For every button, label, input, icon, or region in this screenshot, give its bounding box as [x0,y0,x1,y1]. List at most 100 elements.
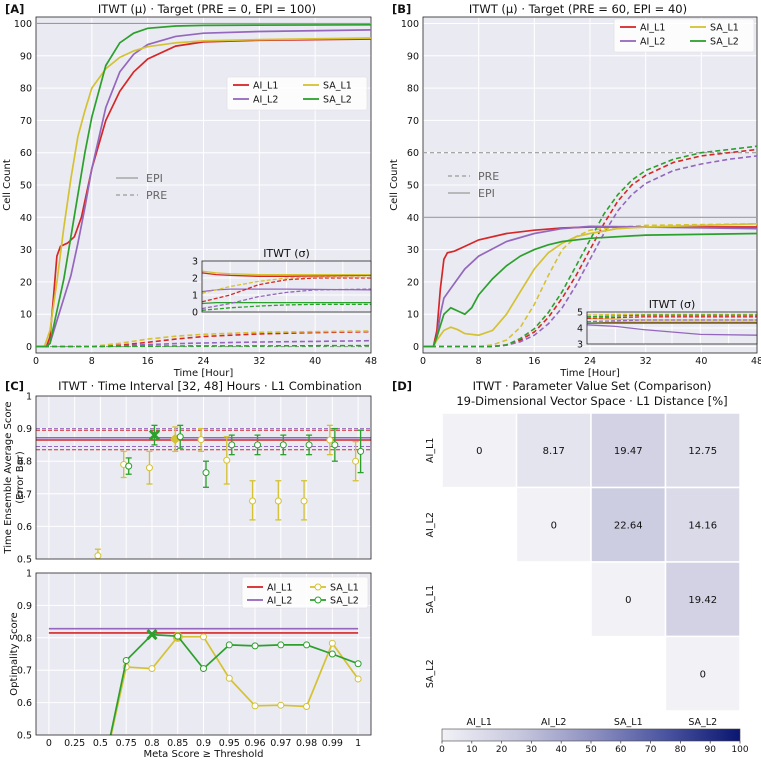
heatmap-cell [590,486,667,563]
colorbar-tick-label: 60 [615,745,627,755]
pre-series-sa_l2 [36,344,372,348]
point-sa_l2 [176,433,184,441]
heatmap-cell-value: 12.75 [688,446,717,457]
cbot-y-tick-label: 0.6 [17,698,32,709]
legend-label-epi: EPI [478,187,495,200]
panel-A-y-tick-label: 50 [20,181,32,192]
heatmap-cell-value: 0 [551,520,557,531]
panel-B-y-tick-label: 80 [407,84,419,95]
ctop-y-tick-label: 0.8 [17,457,32,468]
point-sa_l1 [94,552,102,559]
point-sa_l1 [249,497,257,505]
legend-label-ai_l2: AI_L2 [640,37,665,48]
cbot-legend-label-sa_l2: SA_L2 [330,596,359,607]
point-sa_l1 [148,665,156,673]
panel-B-x-tick-label: 8 [476,356,482,367]
cbot-x-tick-label: 0.95 [219,738,240,749]
cbot-x-tick-label: 0.99 [322,738,343,749]
cbot-x-tick-label: 0.8 [144,738,159,749]
legend-label-sa_l1: SA_L1 [710,23,739,34]
heatmap-cell-value: 19.47 [614,446,643,457]
x-axis-label: Time [Hour] [559,368,620,379]
point-sa_l2 [303,641,311,649]
panel-B-y-tick-label: 10 [407,310,419,321]
panel-B-y-tick-label: 30 [407,245,419,256]
point-sa_l1 [303,702,311,710]
legend-label-ai_l1: AI_L1 [640,23,665,34]
cbot-x-tick-label: 0.75 [116,738,137,749]
point-sa_l2 [202,469,210,477]
point-sa_l1 [223,456,231,464]
panel-A-x-tick-label: 32 [253,356,265,367]
inset-y-tick-label: 3 [192,257,198,268]
cbot-legend-label-ai_l1: AI_L1 [267,583,292,594]
heatmap-cell [590,561,667,638]
point-sa_l2 [125,462,133,470]
inset-y-tick-label: 1 [192,291,198,302]
cbot-x-tick-label: 0.96 [244,738,265,749]
legend-label-ai_l1: AI_L1 [253,81,278,92]
heatmap-cell-value: 0 [476,446,482,457]
inset-series-ai_l1 [586,316,757,320]
panel-A-y-tick-label: 0 [26,342,32,353]
point-sa_l1 [277,701,285,709]
point-sa_l1 [328,639,336,647]
colorbar [441,728,741,742]
panel-B-x-tick-label: 32 [640,356,652,367]
panel-A-y-tick-label: 20 [20,277,32,288]
heatmap-cell [515,486,592,563]
cbot-x-tick-label: 0.5 [93,738,108,749]
panel-d-label: [D] [392,379,412,393]
panel-c-label: [C] [5,379,24,393]
panel-A-x-tick-label: 24 [197,356,209,367]
heatmap-cell [515,412,592,489]
panel-A-y-tick-label: 90 [20,51,32,62]
point-sa_l1 [300,497,308,505]
cbot-legend-label-sa_l1: SA_L1 [330,583,359,594]
inset-y-tick-label: 5 [577,308,583,319]
heatmap-col-label: AI_L1 [467,717,492,728]
panel-b-label: [B] [392,2,411,16]
ctop-y-tick-label: 0.5 [17,555,32,566]
panel-A-x-tick-label: 40 [309,356,321,367]
ctop-y-tick-label: 0.7 [17,489,32,500]
panel-B-y-tick-label: 70 [407,116,419,127]
heatmap-cell-value: 8.17 [543,446,565,457]
panel-B-y-tick-label: 90 [407,51,419,62]
heatmap-cell-value: 14.16 [688,520,717,531]
point-sa_l1 [326,436,334,444]
colorbar-tick-label: 30 [526,745,538,755]
panel-a-title: ITWT (μ) · Target (PRE = 0, EPI = 100) [98,2,316,16]
panel-A-x-tick-label: 16 [142,356,154,367]
inset-series-ai_l1 [201,277,371,303]
cbot-legend: AI_L1 SA_L1 AI_L2 SA_L2 [241,576,369,609]
point-sa_l2 [200,665,207,673]
highlight-marker-sa_l2 [146,628,158,641]
inset-series-ai_l2 [201,288,372,310]
panel-b-title: ITWT (μ) · Target (PRE = 60, EPI = 40) [469,2,687,16]
panel-A-y-tick-label: 30 [20,245,32,256]
panel-B-y-tick-label: 100 [401,19,419,30]
colorbar-tick-label: 70 [645,745,657,755]
epi-series-sa_l2 [423,232,758,348]
cbot-y-tick-label: 0.8 [17,633,32,644]
epi-series-ai_l2 [36,29,372,348]
point-sa_l2 [354,660,362,668]
panel-A-y-tick-label: 10 [20,310,32,321]
cbot-legend-box [241,576,369,609]
panel-d-subtitle: 19-Dimensional Vector Space · L1 Distanc… [456,394,727,408]
legend-label-sa_l2: SA_L2 [710,37,739,48]
inset-y-tick-label: 0 [192,308,198,319]
target-legend: PRE EPI [448,170,499,200]
inset-series-ai_l2 [586,324,758,336]
panel-A-y-tick-label: 40 [20,213,32,224]
legend-label-pre: PRE [146,189,167,202]
inset-y-tick-label: 3 [577,340,583,351]
cbot-series [109,628,362,735]
inset-frame [586,311,758,345]
epi-series-sa_l1 [423,222,758,348]
inset-frame [201,260,372,313]
target-legend: EPI PRE [116,172,167,202]
point-sa_l1 [145,464,153,472]
